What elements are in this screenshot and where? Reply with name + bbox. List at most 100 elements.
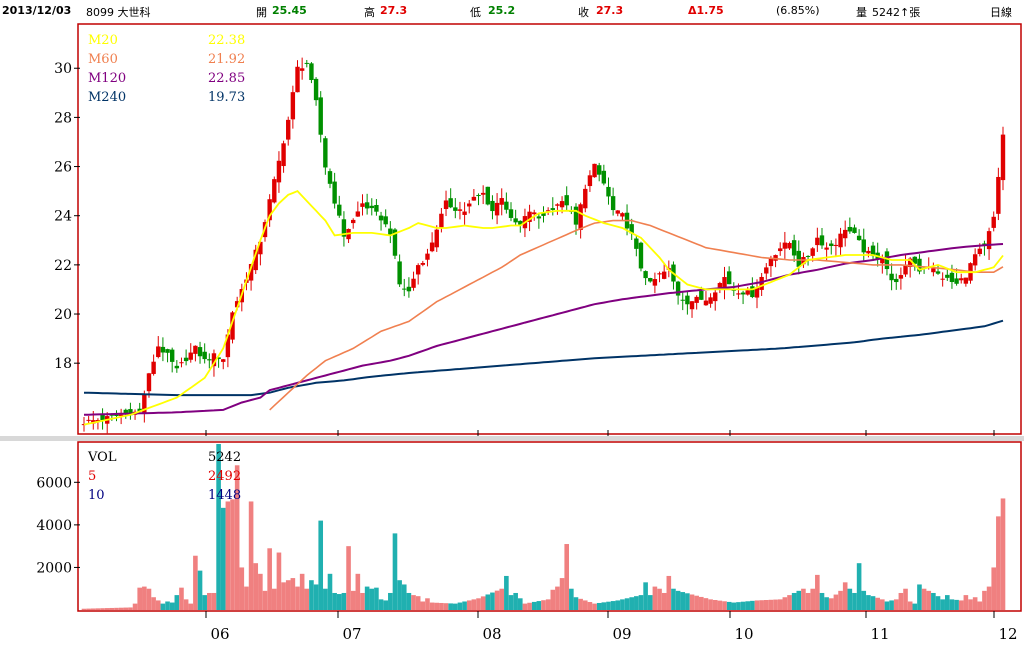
volume-bar <box>880 599 885 610</box>
candle-body <box>745 290 750 295</box>
volume-bar <box>355 573 361 610</box>
candle-body <box>151 361 156 374</box>
volume-bar <box>155 600 161 610</box>
volume-bar <box>100 608 105 610</box>
ma120-line <box>83 243 1004 416</box>
candle-body <box>805 255 811 257</box>
candle-body <box>415 265 421 275</box>
volume-bar <box>940 599 945 610</box>
candle-body <box>272 179 277 203</box>
volume-bar <box>754 600 760 610</box>
volume-bar <box>889 600 894 610</box>
volume-bar <box>620 599 625 610</box>
candle-body <box>949 272 955 283</box>
volume-bar <box>420 601 426 610</box>
volume-bar <box>564 544 570 610</box>
volume-bar <box>578 598 583 610</box>
volume-bar <box>796 590 802 610</box>
volume-bar <box>499 588 505 610</box>
change-value: Δ1.75 <box>688 4 724 17</box>
volume-bar <box>977 601 983 610</box>
ma-legend-value: 22.85 <box>208 71 245 86</box>
low-value: 25.2 <box>488 4 516 17</box>
candle-body <box>341 219 347 237</box>
candle-body <box>717 283 723 288</box>
candle-body <box>778 248 783 252</box>
volume-bar <box>815 574 820 610</box>
candle-body <box>972 254 978 266</box>
ma-legend-value: 22.38 <box>208 33 245 48</box>
candle-body <box>620 213 625 217</box>
volume-bar <box>476 598 481 610</box>
volume-bar <box>123 607 129 610</box>
volume-bar <box>624 598 630 610</box>
volume-bar <box>369 588 375 610</box>
volume-bar <box>309 580 314 610</box>
volume-bar <box>211 592 217 610</box>
candle-body <box>610 196 616 211</box>
volume-bar <box>193 555 198 610</box>
candle-body <box>86 419 91 421</box>
candle-body <box>165 349 170 353</box>
candle-body <box>392 229 398 256</box>
ma-legend-name: M120 <box>88 71 126 86</box>
candle-body <box>281 143 286 167</box>
volume-bar <box>856 563 862 610</box>
volume-bar <box>323 588 328 610</box>
volume-bar <box>884 601 890 610</box>
volume-bar <box>643 582 648 610</box>
candle-body <box>657 273 662 275</box>
volume-bar <box>522 603 528 610</box>
volume-bar <box>174 595 180 610</box>
candle-body <box>838 233 843 248</box>
quote-date: 2013/12/03 <box>2 4 72 17</box>
candle-body <box>829 243 834 246</box>
volume-bar <box>332 592 337 610</box>
volume-bar <box>490 592 495 610</box>
candle-body <box>722 277 727 289</box>
volume-bar <box>388 592 393 610</box>
candle-body <box>253 249 258 271</box>
volume-bar <box>898 592 904 610</box>
candle-body <box>485 186 491 205</box>
candle-body <box>587 175 593 187</box>
volume-tick-label: 6000 <box>36 475 72 491</box>
candle-body <box>332 181 337 204</box>
volume-bar <box>810 588 816 610</box>
candle-body <box>541 212 546 216</box>
volume-bar <box>411 595 416 610</box>
candle-body <box>652 279 658 286</box>
volume-bar <box>541 600 546 610</box>
month-label: 06 <box>210 625 229 643</box>
candle-body <box>183 357 189 362</box>
volume-bar <box>415 596 421 610</box>
volume-bar <box>917 584 922 610</box>
candle-body <box>573 206 579 225</box>
volume-bar <box>220 507 226 610</box>
volume-bar <box>104 608 110 610</box>
volume-bar <box>378 599 384 610</box>
candle-body <box>123 409 128 414</box>
volume-bar <box>986 586 992 610</box>
volume-bar <box>991 567 997 610</box>
candle-body <box>304 62 309 64</box>
volume-bar <box>559 578 565 610</box>
volume-bar <box>536 601 542 610</box>
candle-body <box>457 209 463 211</box>
candle-body <box>898 275 904 279</box>
candle-body <box>118 414 124 416</box>
volume-bar <box>151 597 156 610</box>
volume-bar <box>573 597 579 610</box>
volume-bar <box>290 578 296 610</box>
candle-body <box>114 414 119 417</box>
candle-body <box>448 198 453 208</box>
candle-body <box>248 264 254 281</box>
volume-bar <box>207 592 212 610</box>
volume-bar <box>448 603 453 610</box>
volume-bar <box>722 601 727 610</box>
candle-body <box>578 204 583 230</box>
candle-body <box>221 359 226 362</box>
candle-body <box>842 229 848 239</box>
volume-bar <box>699 596 704 610</box>
pane-separator <box>0 436 1024 441</box>
